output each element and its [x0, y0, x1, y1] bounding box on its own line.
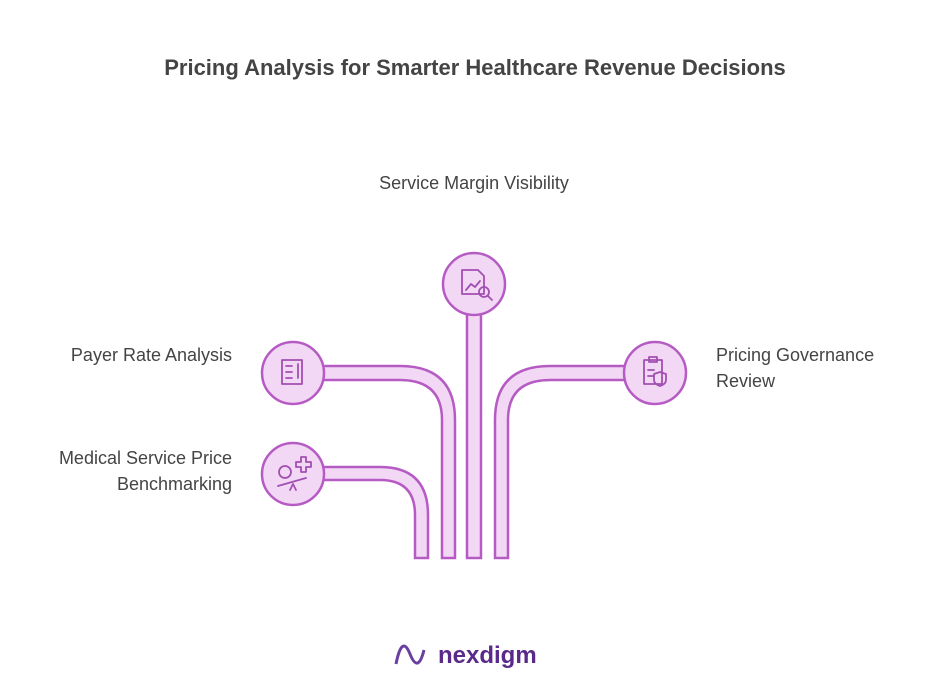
- logo-mark: [394, 644, 426, 665]
- brand: nexdigm: [438, 642, 537, 669]
- connector: [318, 465, 430, 560]
- node-icon: [622, 340, 688, 406]
- node-label: Pricing Governance Review: [716, 345, 874, 391]
- node-label: Medical Service Price Benchmarking: [59, 448, 232, 494]
- node-icon: [260, 441, 326, 507]
- connector: [465, 298, 483, 560]
- node-icon: [260, 340, 326, 406]
- node-label: Payer Rate Analysis: [71, 345, 232, 365]
- node-label: Service Margin Visibility: [379, 173, 569, 193]
- node-icon: [441, 251, 507, 317]
- connector: [318, 364, 457, 560]
- connector: [493, 364, 632, 560]
- title: Pricing Analysis for Smarter Healthcare …: [164, 55, 786, 80]
